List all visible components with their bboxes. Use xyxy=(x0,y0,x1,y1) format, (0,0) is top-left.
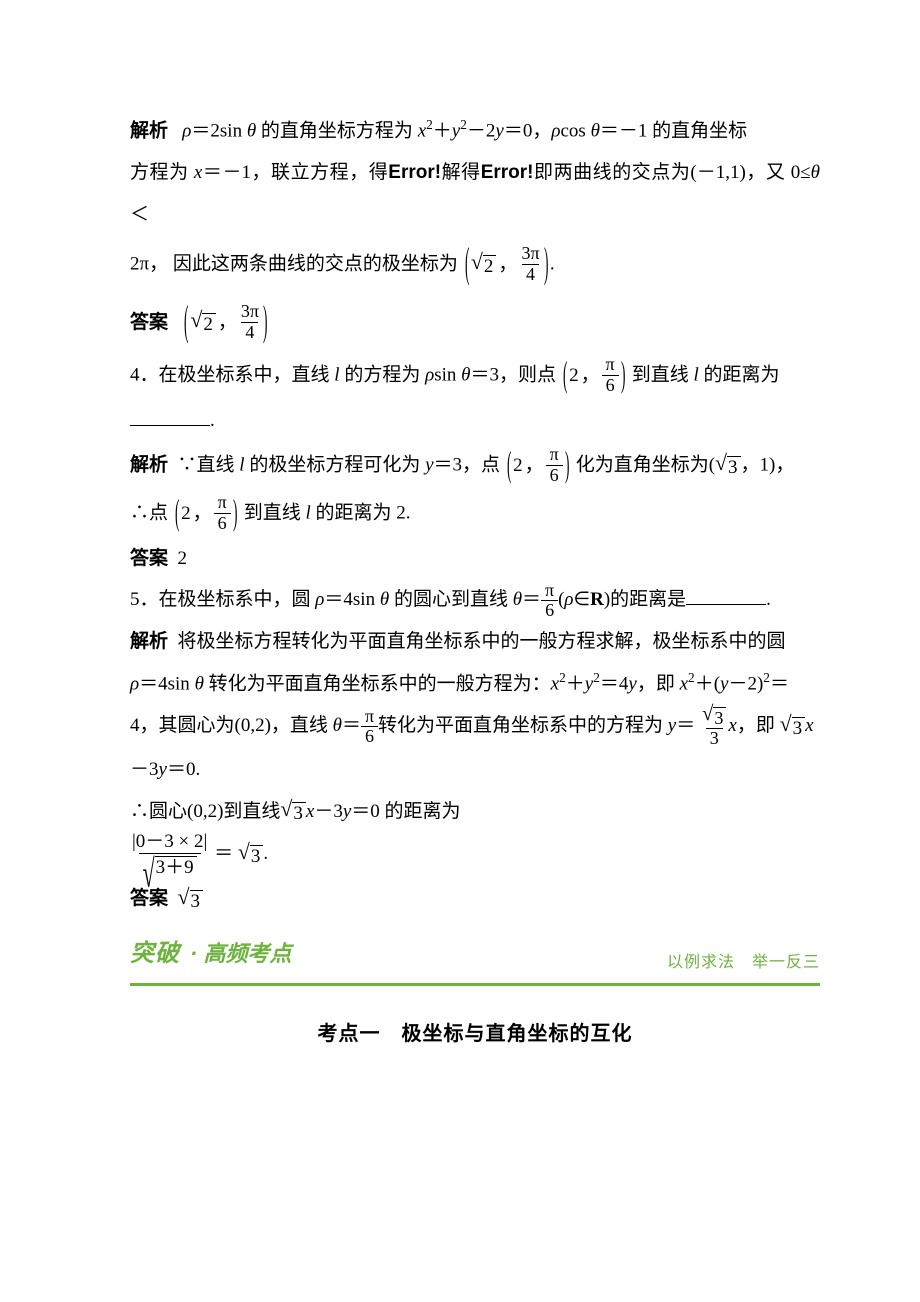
page: 解析 ρ＝2sin θ 的直角坐标方程为 x2＋y2－2y＝0，ρcos θ＝－… xyxy=(0,0,920,1116)
right-paren-icon: ) xyxy=(262,302,268,344)
solution-3-line2: 方程为 x＝－1，联立方程，得Error!解得Error!即两曲线的交点为(－1… xyxy=(130,152,820,236)
fraction: 3π 4 xyxy=(519,244,541,285)
label-answer: 答案 xyxy=(130,548,168,569)
sqrt-expr: √2 xyxy=(471,253,497,277)
fraction: √3 3 xyxy=(700,705,728,749)
solution-4-line1: 解析 ∵直线 l 的极坐标方程可化为 y＝3，点 ( 2， π6 ) 化为直角坐… xyxy=(130,442,820,490)
question-4-blank: . xyxy=(130,400,820,442)
question-5: 5．在极坐标系中，圆 ρ＝4sin θ 的圆心到直线 θ＝π6(ρ∈R)的距离是… xyxy=(130,579,820,621)
left-paren-icon: ( xyxy=(506,447,512,483)
label-analysis: 解析 xyxy=(130,120,168,141)
answer-4: 答案 2 xyxy=(130,538,820,580)
solution-3-line3: 2π， 因此这两条曲线的交点的极坐标为 ( √2 ， 3π 4 ) . xyxy=(130,236,820,294)
polar-coord: ( √2 ， 3π 4 ) xyxy=(463,236,550,294)
section-banner: 突破 · 高频考点 以例求法 举一反三 xyxy=(130,928,820,986)
label-answer: 答案 xyxy=(130,302,168,344)
left-paren-icon: ( xyxy=(464,244,470,286)
solution-5-line5: ∴圆心(0,2)到直线√3x－3y＝0 的距离为 xyxy=(130,791,820,833)
left-paren-icon: ( xyxy=(183,302,189,344)
right-paren-icon: ) xyxy=(620,358,626,394)
topic-title: 考点一 极坐标与直角坐标的互化 xyxy=(130,1012,820,1056)
fraction: π6 xyxy=(541,581,558,622)
label-analysis: 解析 xyxy=(130,631,168,652)
polar-coord: ( √2 ， 3π 4 ) xyxy=(182,294,269,352)
banner-sub: · 高频考点 xyxy=(190,930,291,978)
answer-5: 答案 √3 xyxy=(130,878,820,920)
polar-coord: ( 2， π6 ) xyxy=(173,490,239,538)
error-text: Error! xyxy=(388,162,441,183)
answer-blank xyxy=(686,585,766,605)
banner-big: 突破 xyxy=(130,928,180,981)
answer-blank xyxy=(130,406,210,426)
error-text: Error! xyxy=(481,162,534,183)
left-paren-icon: ( xyxy=(562,358,568,394)
solution-5-line2: ρ＝4sin θ 转化为平面直角坐标系中的一般方程为：x2＋y2＝4y，即 x2… xyxy=(130,663,820,705)
solution-3-line1: 解析 ρ＝2sin θ 的直角坐标方程为 x2＋y2－2y＝0，ρcos θ＝－… xyxy=(130,110,820,152)
left-paren-icon: ( xyxy=(174,495,180,531)
solution-5-line6: |0－3 × 2| √3＋9 ＝ √3. xyxy=(130,832,820,878)
answer-3: 答案 ( √2 ， 3π 4 ) xyxy=(130,294,820,352)
right-paren-icon: ) xyxy=(564,447,570,483)
fraction: |0－3 × 2| √3＋9 xyxy=(130,832,209,878)
right-paren-icon: ) xyxy=(232,495,238,531)
right-paren-icon: ) xyxy=(543,244,549,286)
solution-5-line1: 解析 将极坐标方程转化为平面直角坐标系中的一般方程求解，极坐标系中的圆 xyxy=(130,621,820,663)
banner-right: 以例求法 举一反三 xyxy=(667,945,820,980)
label-analysis: 解析 xyxy=(130,454,168,475)
polar-coord: ( 2， π6 ) xyxy=(505,442,571,490)
section-left: 突破 · 高频考点 xyxy=(130,928,291,981)
question-4: 4．在极坐标系中，直线 l 的方程为 ρsin θ＝3，则点 ( 2 ， π6 … xyxy=(130,352,820,400)
solution-5-line4: －3y＝0. xyxy=(130,749,820,791)
polar-coord: ( 2 ， π6 ) xyxy=(561,352,627,400)
solution-5-line3: 4，其圆心为(0,2)，直线 θ＝π6转化为平面直角坐标系中的方程为 y＝ √3… xyxy=(130,705,820,749)
solution-4-line2: ∴点 ( 2， π6 ) 到直线 l 的距离为 2. xyxy=(130,490,820,538)
